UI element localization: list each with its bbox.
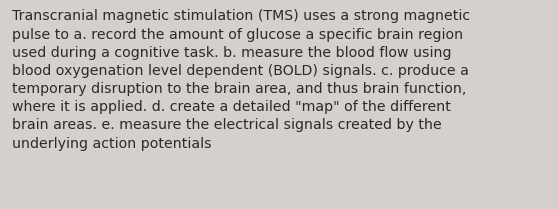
Text: Transcranial magnetic stimulation (TMS) uses a strong magnetic
pulse to a. recor: Transcranial magnetic stimulation (TMS) … [12,9,470,151]
